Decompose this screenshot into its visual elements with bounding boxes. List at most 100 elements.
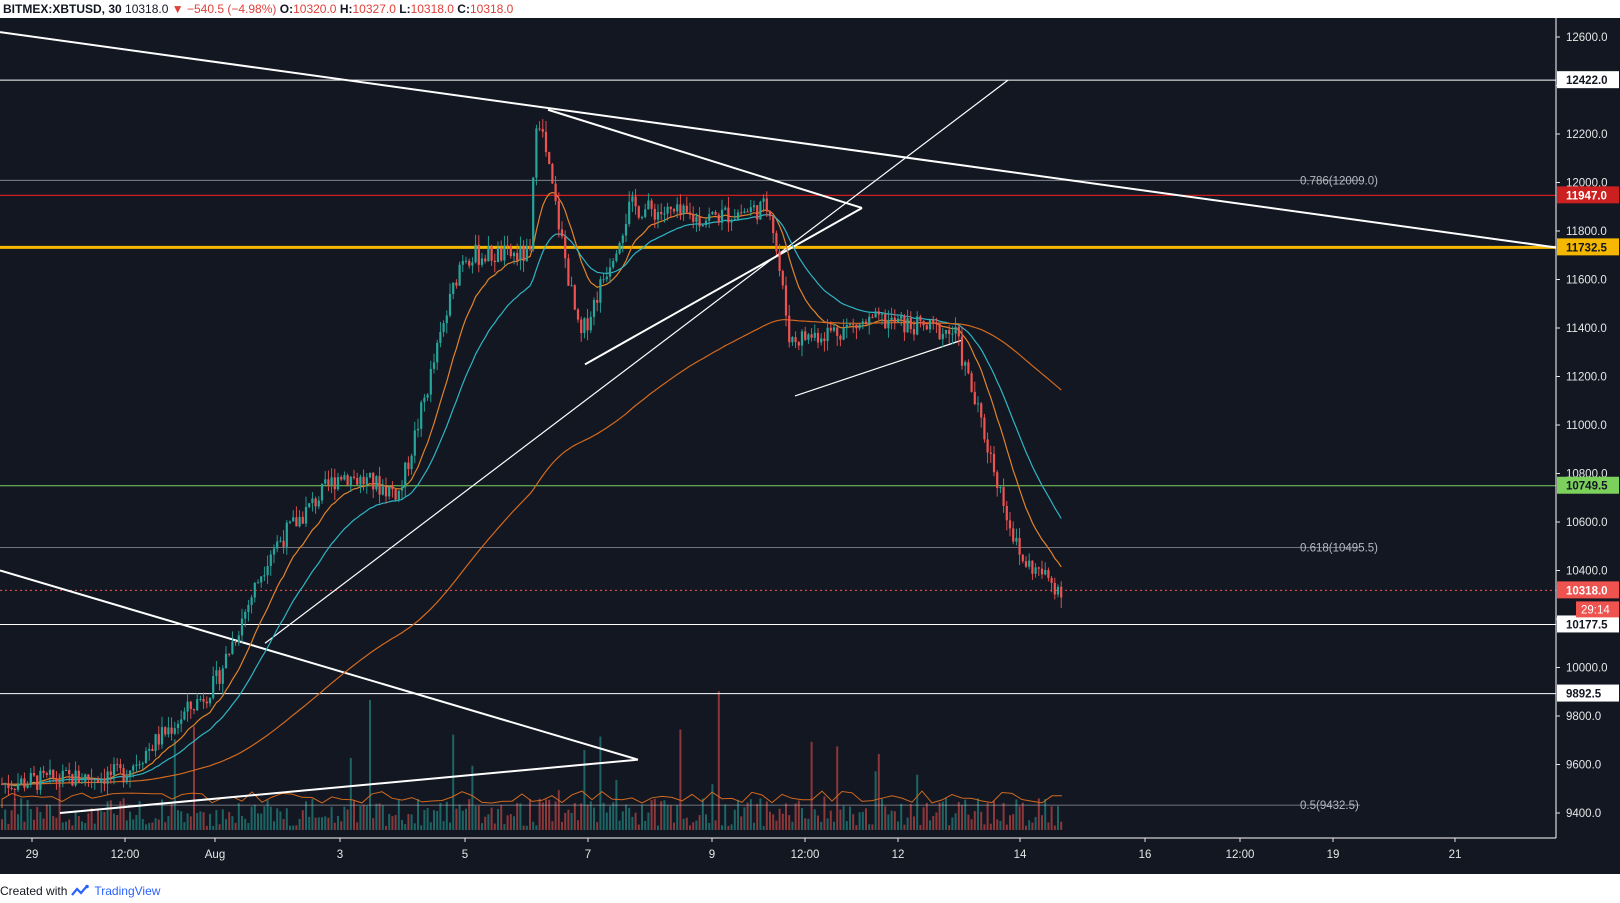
volume-bar	[951, 817, 954, 830]
volume-bar	[183, 822, 186, 830]
volume-bar	[797, 800, 800, 830]
candle-body	[423, 397, 426, 403]
volume-bar	[941, 801, 944, 830]
volume-bar	[730, 824, 733, 830]
candle-body	[234, 641, 237, 643]
candle-body	[679, 204, 682, 214]
open-label: O:	[279, 2, 294, 16]
volume-bar	[1012, 814, 1015, 830]
volume-bar	[593, 807, 595, 830]
volume-bar	[759, 798, 762, 830]
candle-body	[237, 635, 240, 643]
candle-body	[746, 211, 749, 213]
volume-bar	[676, 805, 679, 830]
level-price-label-bg	[1557, 615, 1619, 633]
volume-bar	[618, 820, 621, 830]
candle-body	[522, 245, 525, 262]
level-price-label: 11947.0	[1566, 190, 1607, 202]
candle-body	[84, 774, 87, 782]
created-with-text: Created with	[0, 884, 68, 898]
candle-body	[410, 455, 413, 470]
volume-bar	[349, 758, 352, 830]
candle-body	[1012, 528, 1015, 542]
y-tick-label: 11400.0	[1566, 323, 1607, 335]
volume-bar	[913, 816, 915, 830]
volume-bar	[791, 821, 794, 830]
volume-bar	[689, 825, 691, 830]
volume-bar	[529, 799, 531, 830]
volume-bar	[708, 822, 711, 830]
candle-body	[144, 750, 148, 764]
candle-body	[80, 781, 84, 783]
volume-bar	[1044, 799, 1047, 830]
volume-bar	[122, 798, 125, 830]
volume-bar	[125, 820, 128, 830]
volume-bar	[119, 801, 122, 830]
candle-body	[1056, 586, 1060, 595]
candle-body	[909, 318, 912, 330]
volume-bar	[260, 813, 263, 830]
y-tick-label: 11200.0	[1566, 372, 1607, 384]
candle-body	[301, 516, 304, 524]
symbol-label[interactable]: BITMEX:XBTUSD, 30	[3, 2, 122, 16]
candle-body	[628, 201, 631, 224]
candle-body	[39, 770, 42, 790]
candle-body	[253, 582, 256, 598]
candle-body	[7, 783, 10, 788]
candle-body	[119, 764, 122, 769]
candle-body	[442, 323, 445, 332]
volume-bar	[343, 806, 346, 830]
volume-bar	[77, 816, 80, 830]
volume-bar	[33, 819, 35, 830]
volume-bar	[337, 815, 339, 830]
candle-body	[311, 498, 314, 504]
candle-body	[868, 316, 871, 325]
candle-body	[304, 506, 308, 524]
volume-bar	[961, 805, 963, 830]
candle-body	[90, 778, 93, 781]
x-tick-label: 16	[1139, 849, 1152, 861]
volume-bar	[426, 808, 429, 830]
x-tick-label: 12	[892, 849, 905, 861]
level-price-label: 10177.5	[1566, 619, 1608, 631]
candle-body	[877, 311, 880, 315]
volume-bar	[775, 820, 778, 830]
candle-body	[439, 331, 442, 343]
candle-body	[932, 319, 935, 324]
candle-body	[944, 329, 948, 334]
volume-bar	[1057, 806, 1059, 830]
chart-canvas[interactable]: 0.786(12009.0)0.618(10495.5)0.5(9432.5) …	[0, 18, 1620, 874]
candle-body	[231, 641, 234, 654]
candle-body	[48, 769, 52, 775]
candle-body	[900, 316, 903, 319]
candle-body	[13, 788, 16, 790]
candle-body	[967, 362, 970, 374]
candle-body	[989, 452, 992, 454]
y-tick-label: 10000.0	[1566, 663, 1608, 675]
volume-bar	[218, 824, 221, 830]
candle-body	[388, 486, 391, 497]
volume-bar	[685, 817, 688, 830]
volume-bar	[881, 798, 883, 830]
volume-bar	[861, 811, 864, 830]
price-chart[interactable]: 0.786(12009.0) 0.618(10495.5) 0.5(9432.5) …	[0, 18, 1620, 874]
volume-bar	[999, 820, 1002, 830]
volume-bar	[573, 803, 576, 830]
volume-bar	[164, 822, 167, 830]
volume-bars	[1, 691, 1063, 830]
candle-body	[551, 164, 554, 184]
y-tick-label: 9800.0	[1566, 711, 1601, 723]
candle-body	[954, 326, 957, 334]
volume-bar	[634, 812, 637, 830]
volume-bar	[986, 802, 989, 830]
trendline-descending-long	[0, 31, 1557, 249]
candle-body	[55, 778, 58, 782]
y-tick-label: 10400.0	[1566, 566, 1608, 578]
volume-bar	[276, 808, 279, 830]
candle-body	[586, 318, 589, 331]
candle-body	[576, 309, 580, 320]
volume-bar	[532, 821, 535, 830]
candle-body	[4, 783, 7, 785]
tradingview-link[interactable]: TradingView	[71, 884, 160, 898]
volume-bar	[327, 817, 330, 830]
